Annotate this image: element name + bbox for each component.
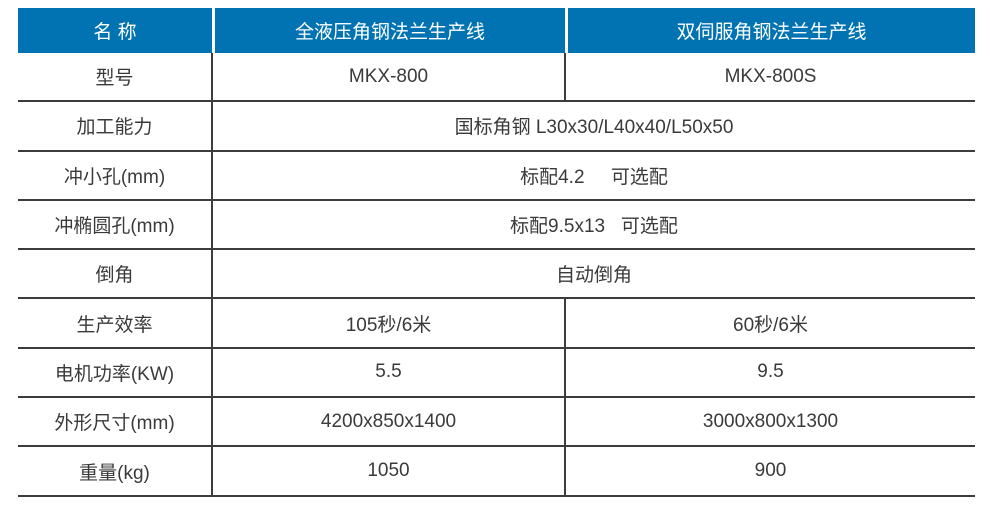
table-header-row: 名 称 全液压角钢法兰生产线 双伺服角钢法兰生产线 bbox=[18, 8, 975, 53]
row-value-product2: 3000x800x1300 bbox=[702, 410, 839, 432]
row-value-product1: 1050 bbox=[213, 447, 566, 495]
table-row-capacity: 加工能力 国标角钢 L30x30/L40x40/L50x50 bbox=[18, 102, 975, 152]
row-label: 生产效率 bbox=[18, 299, 213, 347]
header-name-cell: 名 称 bbox=[18, 8, 212, 53]
table-row-model: 型号 MKX-800 MKX-800S bbox=[18, 53, 975, 103]
row-value-product1: 4200x850x1400 bbox=[213, 398, 566, 446]
row-label: 型号 bbox=[18, 53, 213, 101]
row-value-product1: 5.5 bbox=[213, 348, 566, 397]
row-value-product2: MKX-800S bbox=[724, 65, 817, 87]
row-value-merged: 标配9.5x13 可选配 bbox=[510, 216, 678, 238]
table-row-chamfer: 倒角 自动倒角 bbox=[18, 250, 975, 300]
table-row-oval-hole: 冲椭圆孔(mm) 标配9.5x13 可选配 bbox=[18, 200, 975, 251]
row-value-product1: MKX-800 bbox=[213, 53, 566, 101]
row-value-product2: 900 bbox=[754, 460, 787, 482]
table-row-motor-power: 电机功率(KW) 5.5 9.5 bbox=[18, 348, 975, 399]
spec-table: 名 称 全液压角钢法兰生产线 双伺服角钢法兰生产线 型号 MKX-800 MKX… bbox=[18, 8, 975, 497]
row-value-merged: 自动倒角 bbox=[555, 265, 632, 287]
table-row-dimensions: 外形尺寸(mm) 4200x850x1400 3000x800x1300 bbox=[18, 398, 975, 448]
row-value-merged: 标配4.2 可选配 bbox=[520, 166, 668, 188]
row-label: 加工能力 bbox=[18, 102, 213, 150]
header-product1-cell: 全液压角钢法兰生产线 bbox=[215, 8, 565, 53]
row-label: 重量(kg) bbox=[18, 447, 213, 495]
table-row-small-hole: 冲小孔(mm) 标配4.2 可选配 bbox=[18, 151, 975, 201]
table-row-efficiency: 生产效率 105秒/6米 60秒/6米 bbox=[18, 299, 975, 349]
row-label: 冲小孔(mm) bbox=[18, 151, 213, 199]
row-label: 冲椭圆孔(mm) bbox=[18, 200, 213, 249]
header-product2-cell: 双伺服角钢法兰生产线 bbox=[568, 8, 975, 53]
row-label: 电机功率(KW) bbox=[18, 348, 213, 397]
row-label: 外形尺寸(mm) bbox=[18, 398, 213, 446]
row-value-merged: 国标角钢 L30x30/L40x40/L50x50 bbox=[454, 117, 734, 139]
row-label: 倒角 bbox=[18, 250, 213, 298]
row-value-product2: 9.5 bbox=[757, 361, 784, 383]
row-value-product1: 105秒/6米 bbox=[213, 299, 566, 347]
row-value-product2: 60秒/6米 bbox=[733, 314, 808, 336]
table-row-weight: 重量(kg) 1050 900 bbox=[18, 447, 975, 497]
